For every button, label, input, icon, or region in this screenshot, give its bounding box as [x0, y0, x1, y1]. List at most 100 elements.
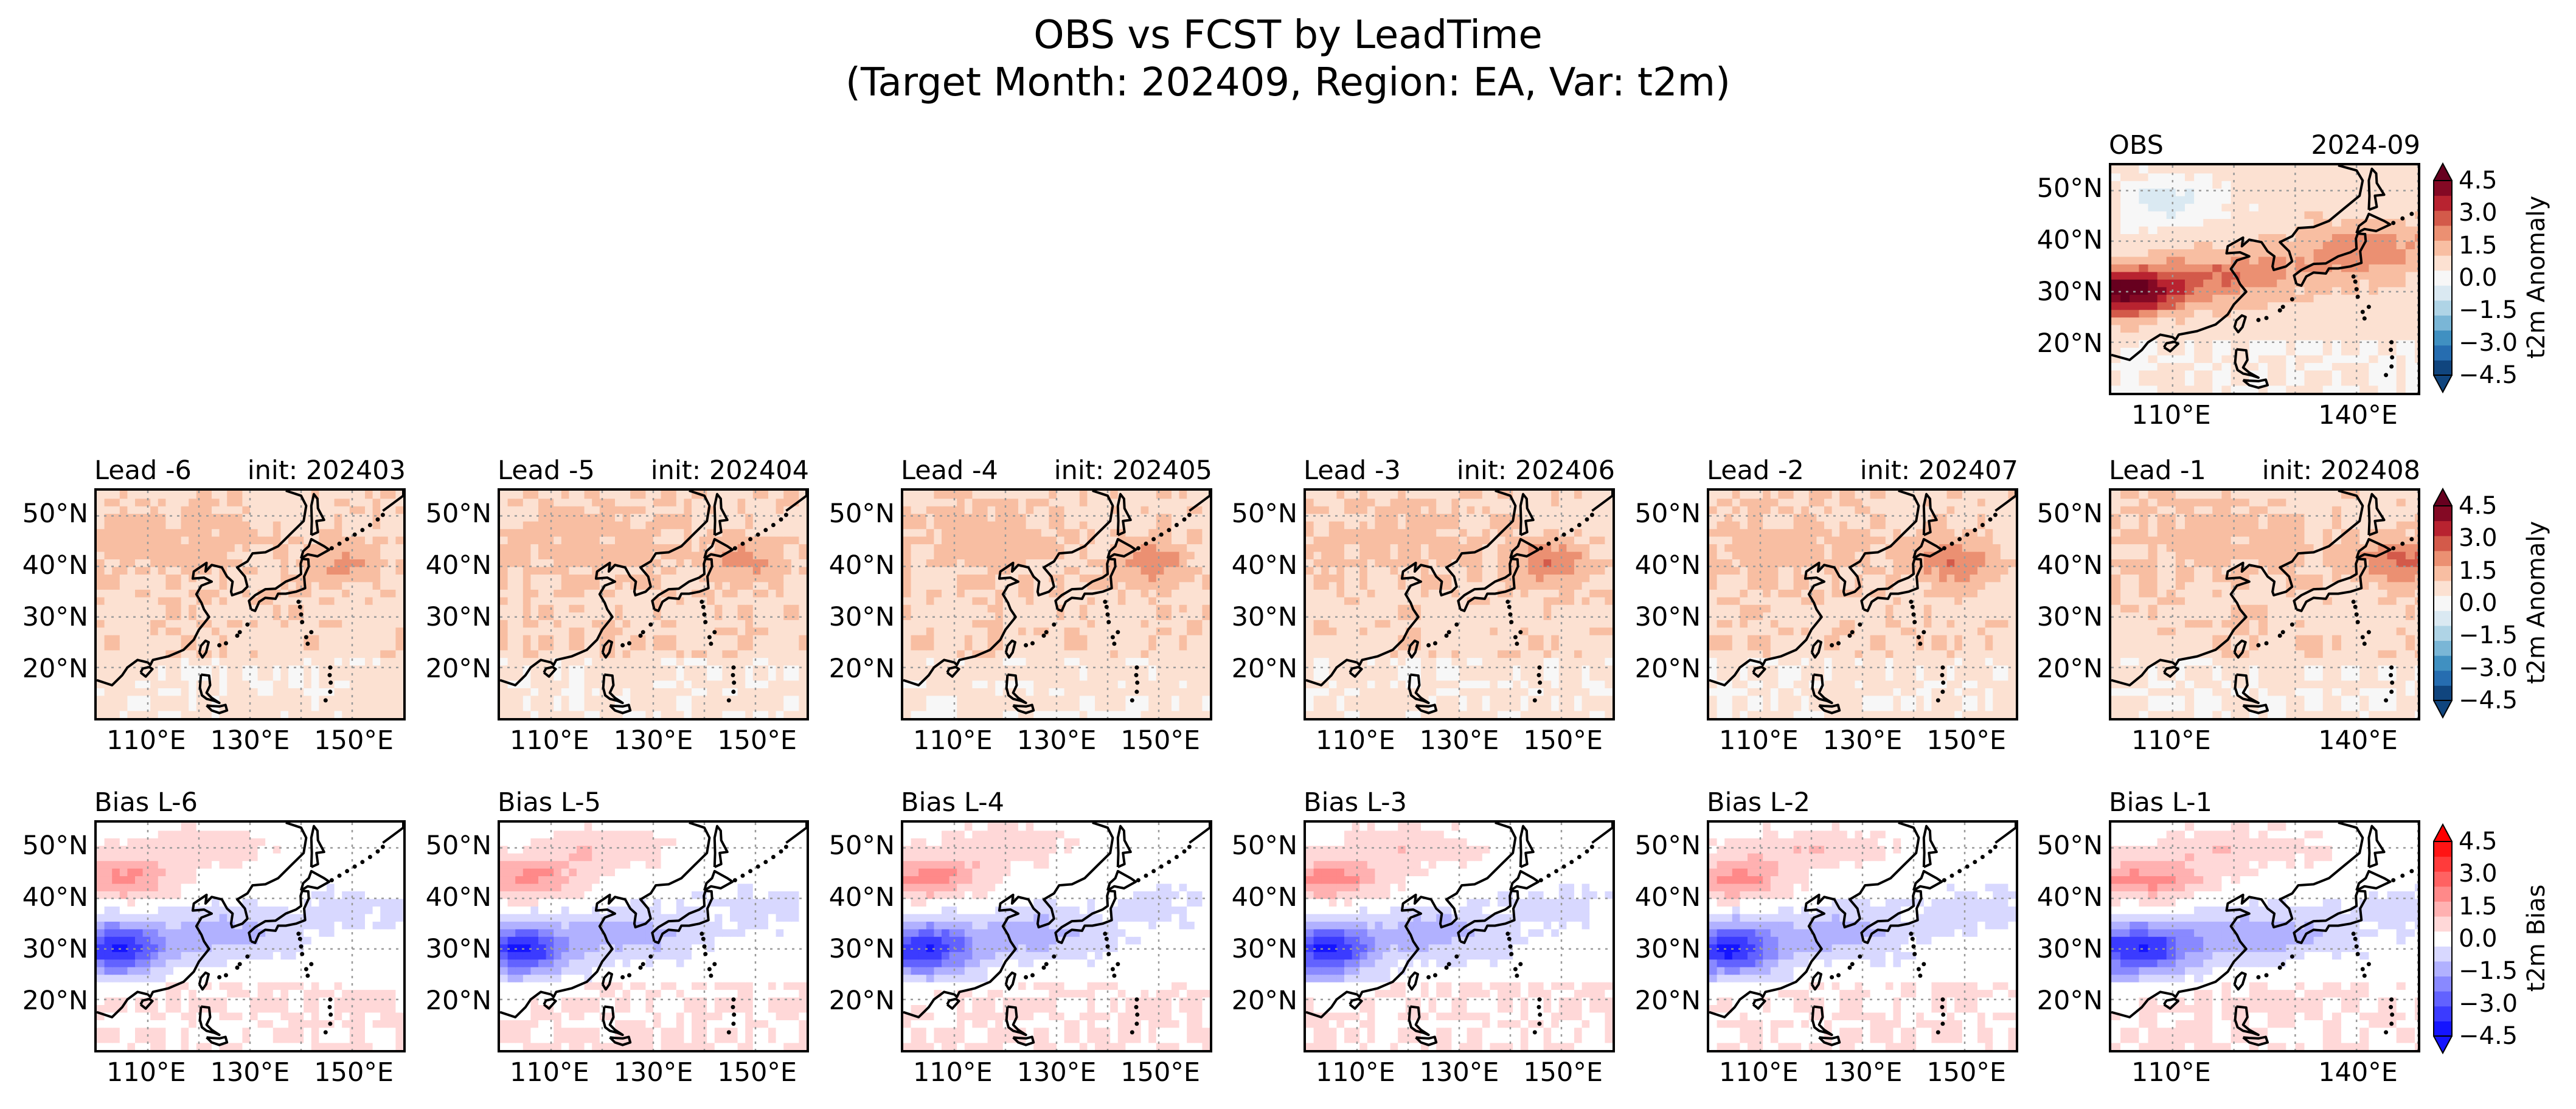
island-mark: [1585, 849, 1589, 854]
island-mark: [1106, 620, 1111, 624]
coastline: [1106, 869, 1137, 892]
island-mark: [1454, 622, 1459, 627]
island-mark: [1973, 528, 1977, 533]
xtick-label: 110°E: [2131, 400, 2211, 430]
island-mark: [1433, 641, 1437, 646]
coastline: [198, 1005, 221, 1037]
ytick-label: 50°N: [828, 831, 895, 862]
island-mark: [1935, 698, 1940, 703]
panel-lead-2: [1707, 488, 2018, 720]
island-mark: [1585, 517, 1589, 522]
coastline: [1709, 823, 1920, 1018]
island-mark: [1136, 546, 1140, 551]
xtick-label: 110°E: [509, 725, 589, 756]
island-mark: [309, 962, 314, 967]
island-mark: [1518, 962, 1523, 967]
colorbar-tick-label: 0.0: [2459, 589, 2498, 617]
panel-lead-5-title-right: init: 202404: [650, 455, 809, 486]
panel-lead-3-title-right: init: 202406: [1456, 455, 1615, 486]
island-mark: [1536, 1004, 1541, 1009]
coastline: [601, 971, 613, 991]
island-mark: [1446, 630, 1451, 635]
ytick-label: 40°N: [22, 882, 88, 913]
island-mark: [1116, 962, 1120, 967]
island-mark: [1426, 975, 1431, 979]
island-mark: [731, 1004, 735, 1009]
island-mark: [1935, 1030, 1940, 1035]
ytick-label: 40°N: [2036, 225, 2103, 256]
colorbar-tick-label: −3.0: [2459, 328, 2518, 357]
ytick-label: 20°N: [828, 654, 895, 685]
ytick-label: 40°N: [1231, 882, 1297, 913]
xtick-label: 150°E: [1120, 725, 1201, 756]
island-mark: [1508, 612, 1513, 617]
island-mark: [2362, 316, 2367, 321]
xtick-label: 140°E: [2318, 1057, 2398, 1088]
colorbar-tick-label: −1.5: [2459, 296, 2518, 325]
island-mark: [712, 962, 717, 967]
island-mark: [1847, 634, 1852, 638]
island-mark: [1965, 532, 1970, 537]
coastline: [1407, 639, 1419, 659]
coastline: [703, 869, 734, 892]
island-mark: [1942, 878, 1946, 883]
coastline: [2293, 558, 2367, 612]
island-mark: [1910, 604, 1915, 609]
panel-lead-4-title-left: Lead -4: [901, 455, 998, 486]
coastline: [1415, 703, 1438, 714]
island-mark: [2290, 297, 2294, 302]
island-mark: [329, 878, 334, 883]
island-mark: [2355, 294, 2360, 299]
coastline: [2242, 703, 2269, 714]
coastline: [2293, 232, 2367, 287]
ytick-label: 40°N: [1634, 882, 1701, 913]
island-mark: [1537, 665, 1542, 670]
island-mark: [703, 952, 708, 956]
island-mark: [748, 537, 753, 542]
island-mark: [620, 975, 625, 979]
island-mark: [296, 931, 301, 936]
coastline: [300, 869, 331, 892]
island-mark: [1515, 973, 1519, 978]
island-mark: [1044, 962, 1049, 967]
island-mark: [1965, 864, 1970, 869]
panel-lead-3-title-left: Lead -3: [1304, 455, 1401, 486]
island-mark: [1918, 641, 1923, 646]
island-mark: [1444, 634, 1449, 638]
coastline: [139, 666, 154, 678]
island-mark: [2409, 869, 2414, 874]
island-mark: [1993, 845, 1998, 849]
island-mark: [2360, 635, 2365, 640]
island-mark: [1940, 1004, 1945, 1009]
island-mark: [2355, 952, 2360, 956]
island-mark: [779, 849, 783, 854]
island-mark: [755, 864, 760, 869]
panel-lead-1-title-left: Lead -1: [2109, 455, 2206, 486]
island-mark: [1911, 944, 1916, 949]
panel-lead-2-title-left: Lead -2: [1707, 455, 1804, 486]
island-mark: [707, 967, 712, 972]
island-mark: [1532, 698, 1537, 703]
island-mark: [1569, 528, 1574, 533]
island-mark: [627, 973, 631, 978]
map-field: [1306, 491, 1613, 718]
island-mark: [732, 546, 737, 551]
island-mark: [1103, 931, 1108, 936]
ytick-label: 50°N: [2036, 173, 2103, 204]
island-mark: [2290, 622, 2294, 627]
island-mark: [1988, 849, 1993, 854]
island-mark: [2351, 599, 2356, 604]
colorbar-tick-label: 3.0: [2459, 860, 2498, 888]
island-mark: [1130, 1030, 1134, 1035]
island-mark: [1518, 630, 1523, 635]
coastline: [602, 1005, 624, 1037]
xtick-label: 110°E: [106, 725, 186, 756]
island-mark: [2354, 287, 2359, 292]
ytick-label: 30°N: [1634, 602, 1701, 633]
island-mark: [1577, 523, 1581, 527]
coastline: [703, 537, 734, 560]
ytick-label: 50°N: [828, 499, 895, 530]
island-mark: [327, 672, 332, 677]
ytick-label: 30°N: [425, 934, 491, 965]
island-mark: [1940, 1021, 1945, 1026]
